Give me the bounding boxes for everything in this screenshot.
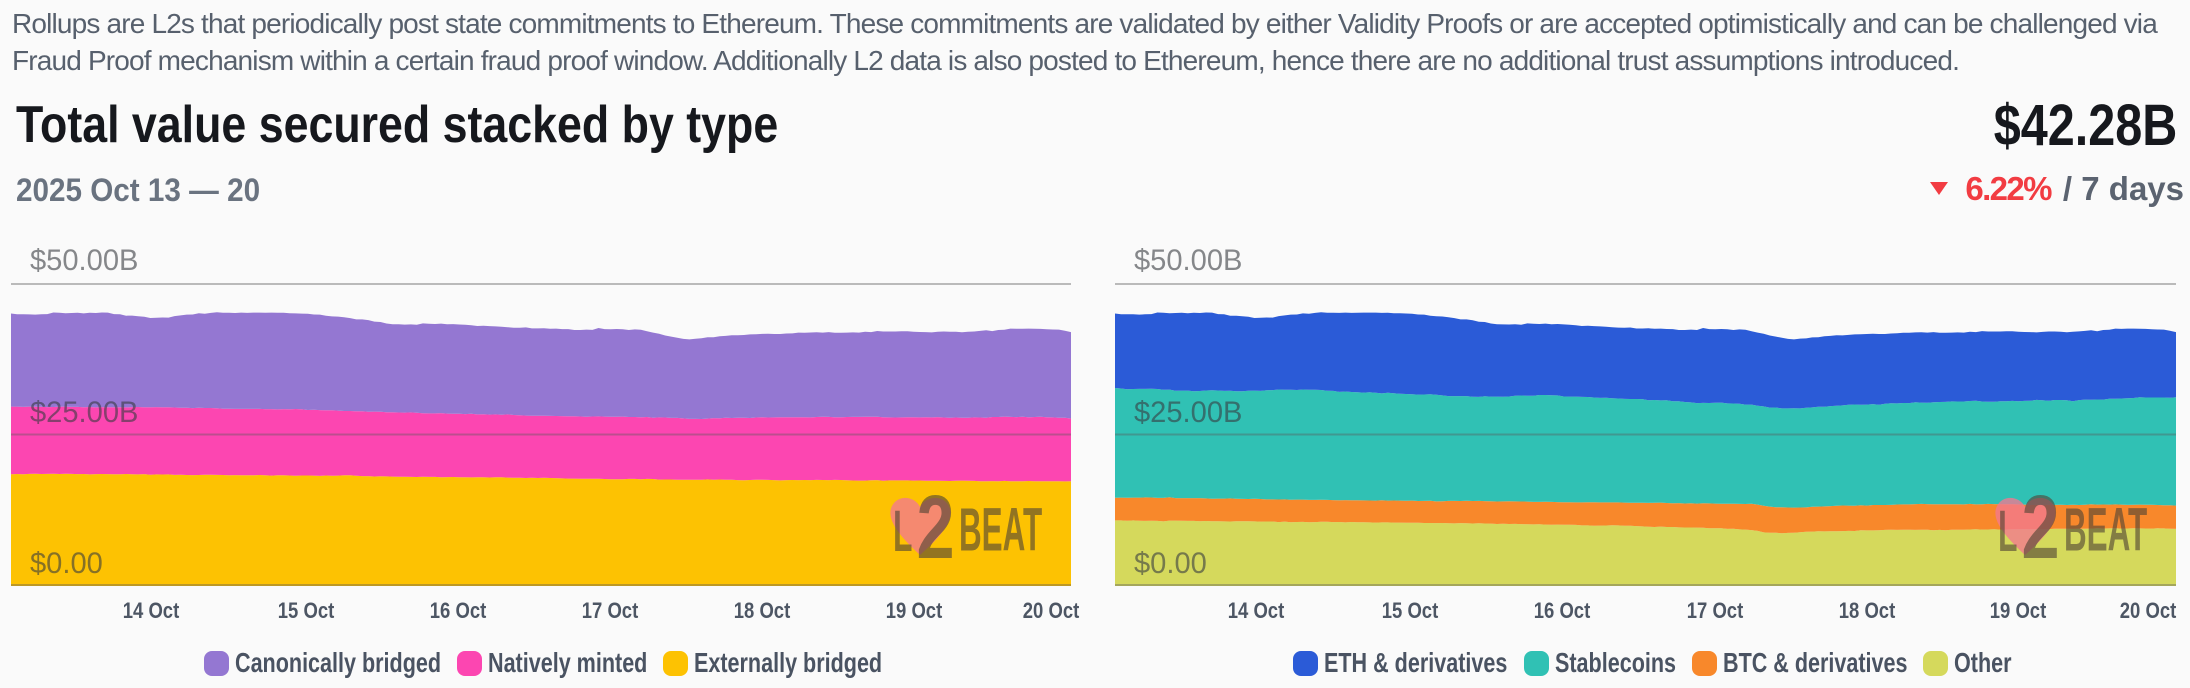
legend-item-other[interactable]: Other <box>1923 647 2012 678</box>
legend-item-canonically-bridged[interactable]: Canonically bridged <box>203 647 441 678</box>
legend-swatch <box>456 650 482 676</box>
page-title: Total value secured stacked by type <box>16 96 779 154</box>
x-axis-label: 18 Oct <box>733 597 791 623</box>
legend-swatch <box>203 650 229 676</box>
legend-label-text: Canonically bridged <box>234 647 441 678</box>
l2beat-watermark-logo: L 2 BEAT <box>1995 494 2147 560</box>
plot-area[interactable]: L 2 BEAT <box>11 283 1071 586</box>
legend-label-text: Other <box>1954 647 2012 678</box>
y-axis-label: $25.00B <box>1134 395 1243 429</box>
y-axis-label: $0.00 <box>30 547 103 581</box>
watermark-letter-l: L <box>893 499 912 560</box>
area-series-natively-minted <box>11 406 1071 482</box>
legend-label-text: Natively minted <box>487 647 648 678</box>
triangle-down-icon <box>1930 182 1949 195</box>
area-series-eth-derivatives <box>1115 312 2176 409</box>
legend-label: Externally bridged <box>694 647 883 678</box>
heart-icon <box>1995 497 2056 555</box>
plot-area[interactable]: L 2 BEAT <box>1115 283 2176 586</box>
date-range: 2025 Oct 13 — 20 <box>16 172 261 208</box>
x-axis-label: 15 Oct <box>1382 597 1439 623</box>
area-series-btc-derivatives <box>1115 497 2176 534</box>
stacked-area-canvas <box>11 283 1071 586</box>
l2beat-watermark-logo: L 2 BEAT <box>890 494 1042 560</box>
watermark-letter-l: L <box>1998 499 2017 560</box>
x-axis-label: 14 Oct <box>1227 597 1284 623</box>
total-value: $42.28B <box>1993 93 2177 158</box>
rollups-description: Rollups are L2s that periodically post s… <box>12 8 2158 76</box>
legend-item-btc-derivatives[interactable]: BTC & derivatives <box>1691 647 1908 678</box>
x-axis: 14 Oct 15 Oct 16 Oct 17 Oct 18 Oct 19 Oct 20 O… <box>11 597 1079 628</box>
legend-label: Canonically bridged <box>234 647 441 678</box>
x-axis-label: 16 Oct <box>1533 597 1591 623</box>
change-period: / 7 days <box>2062 170 2184 207</box>
x-axis-label: 17 Oct <box>581 597 639 623</box>
y-axis-label: $50.00B <box>30 244 139 278</box>
legend-item-eth-derivatives[interactable]: ETH & derivatives <box>1293 647 1508 678</box>
area-series-canonically-bridged <box>11 312 1071 419</box>
legend-item-stablecoins[interactable]: Stablecoins <box>1523 647 1676 678</box>
area-series-other <box>1115 520 2176 586</box>
legend-label-text: ETH & derivatives <box>1324 647 1508 678</box>
y-axis-label: $25.00B <box>30 395 139 429</box>
legend-swatch <box>1691 650 1717 676</box>
watermark-letters-beat: BEAT <box>2064 496 2147 560</box>
legend-label-text: Stablecoins <box>1554 647 1676 678</box>
x-axis-label: 19 Oct <box>885 597 942 623</box>
x-axis-label: 17 Oct <box>1686 597 1743 623</box>
watermark-letters: L 2 BEAT <box>1998 494 2147 560</box>
legend-label-text: BTC & derivatives <box>1722 647 1908 678</box>
watermark-letters-beat: BEAT <box>959 496 1042 560</box>
legend-label: Stablecoins <box>1554 647 1676 678</box>
x-axis: 14 Oct 15 Oct 16 Oct 17 Oct 18 Oct 19 Oct 20 O… <box>1115 598 2176 628</box>
x-axis-label: 18 Oct <box>1838 597 1895 623</box>
legend-swatch <box>1523 650 1549 676</box>
legend-item-natively-minted[interactable]: Natively minted <box>456 647 648 678</box>
legend-label: Natively minted <box>487 647 648 678</box>
legend-swatch <box>663 650 689 676</box>
area-series-stablecoins <box>1115 388 2176 508</box>
legend-swatch <box>1293 650 1319 676</box>
y-axis-label: $50.00B <box>1134 244 1243 278</box>
chart-legend: Canonically bridged Natively minted Extern… <box>13 647 1073 678</box>
legend-item-externally-bridged[interactable]: Externally bridged <box>663 647 883 678</box>
legend-label: Other <box>1954 647 2012 678</box>
legend-swatch <box>1923 650 1949 676</box>
heart-icon <box>890 497 951 555</box>
x-axis-label: 19 Oct <box>1990 597 2047 623</box>
x-axis-label: 15 Oct <box>277 597 335 623</box>
x-axis-label: 14 Oct <box>123 597 180 623</box>
chart-legend: ETH & derivatives Stablecoins BTC & deriva… <box>1122 647 2183 678</box>
watermark-letter-2: 2 <box>917 494 955 560</box>
legend-label-text: Externally bridged <box>694 647 883 678</box>
change-percent: 6.22% <box>1965 170 2052 207</box>
chart-asset-category[interactable]: L 2 BEAT $50.00B $25.00B $0.00 14 Oct 15 Oct 16 … <box>1115 246 2176 688</box>
y-axis-label: $0.00 <box>1134 547 1207 581</box>
x-axis-label: 16 Oct <box>429 597 487 623</box>
stacked-area-canvas <box>1115 283 2176 586</box>
legend-label: BTC & derivatives <box>1722 647 1908 678</box>
x-axis-label: 20 Oct <box>1022 597 1079 623</box>
watermark-letters: L 2 BEAT <box>893 494 1042 560</box>
x-axis-label: 20 Oct <box>2119 597 2176 623</box>
chart-bridge-type[interactable]: L 2 BEAT $50.00B $25.00B $0.00 14 Oct 15 Oct 16 … <box>11 246 1079 688</box>
legend-label: ETH & derivatives <box>1324 647 1508 678</box>
area-series-externally-bridged <box>11 473 1071 586</box>
change-indicator: 6.22% / 7 days <box>1930 172 2184 205</box>
watermark-letter-2: 2 <box>2022 494 2060 560</box>
